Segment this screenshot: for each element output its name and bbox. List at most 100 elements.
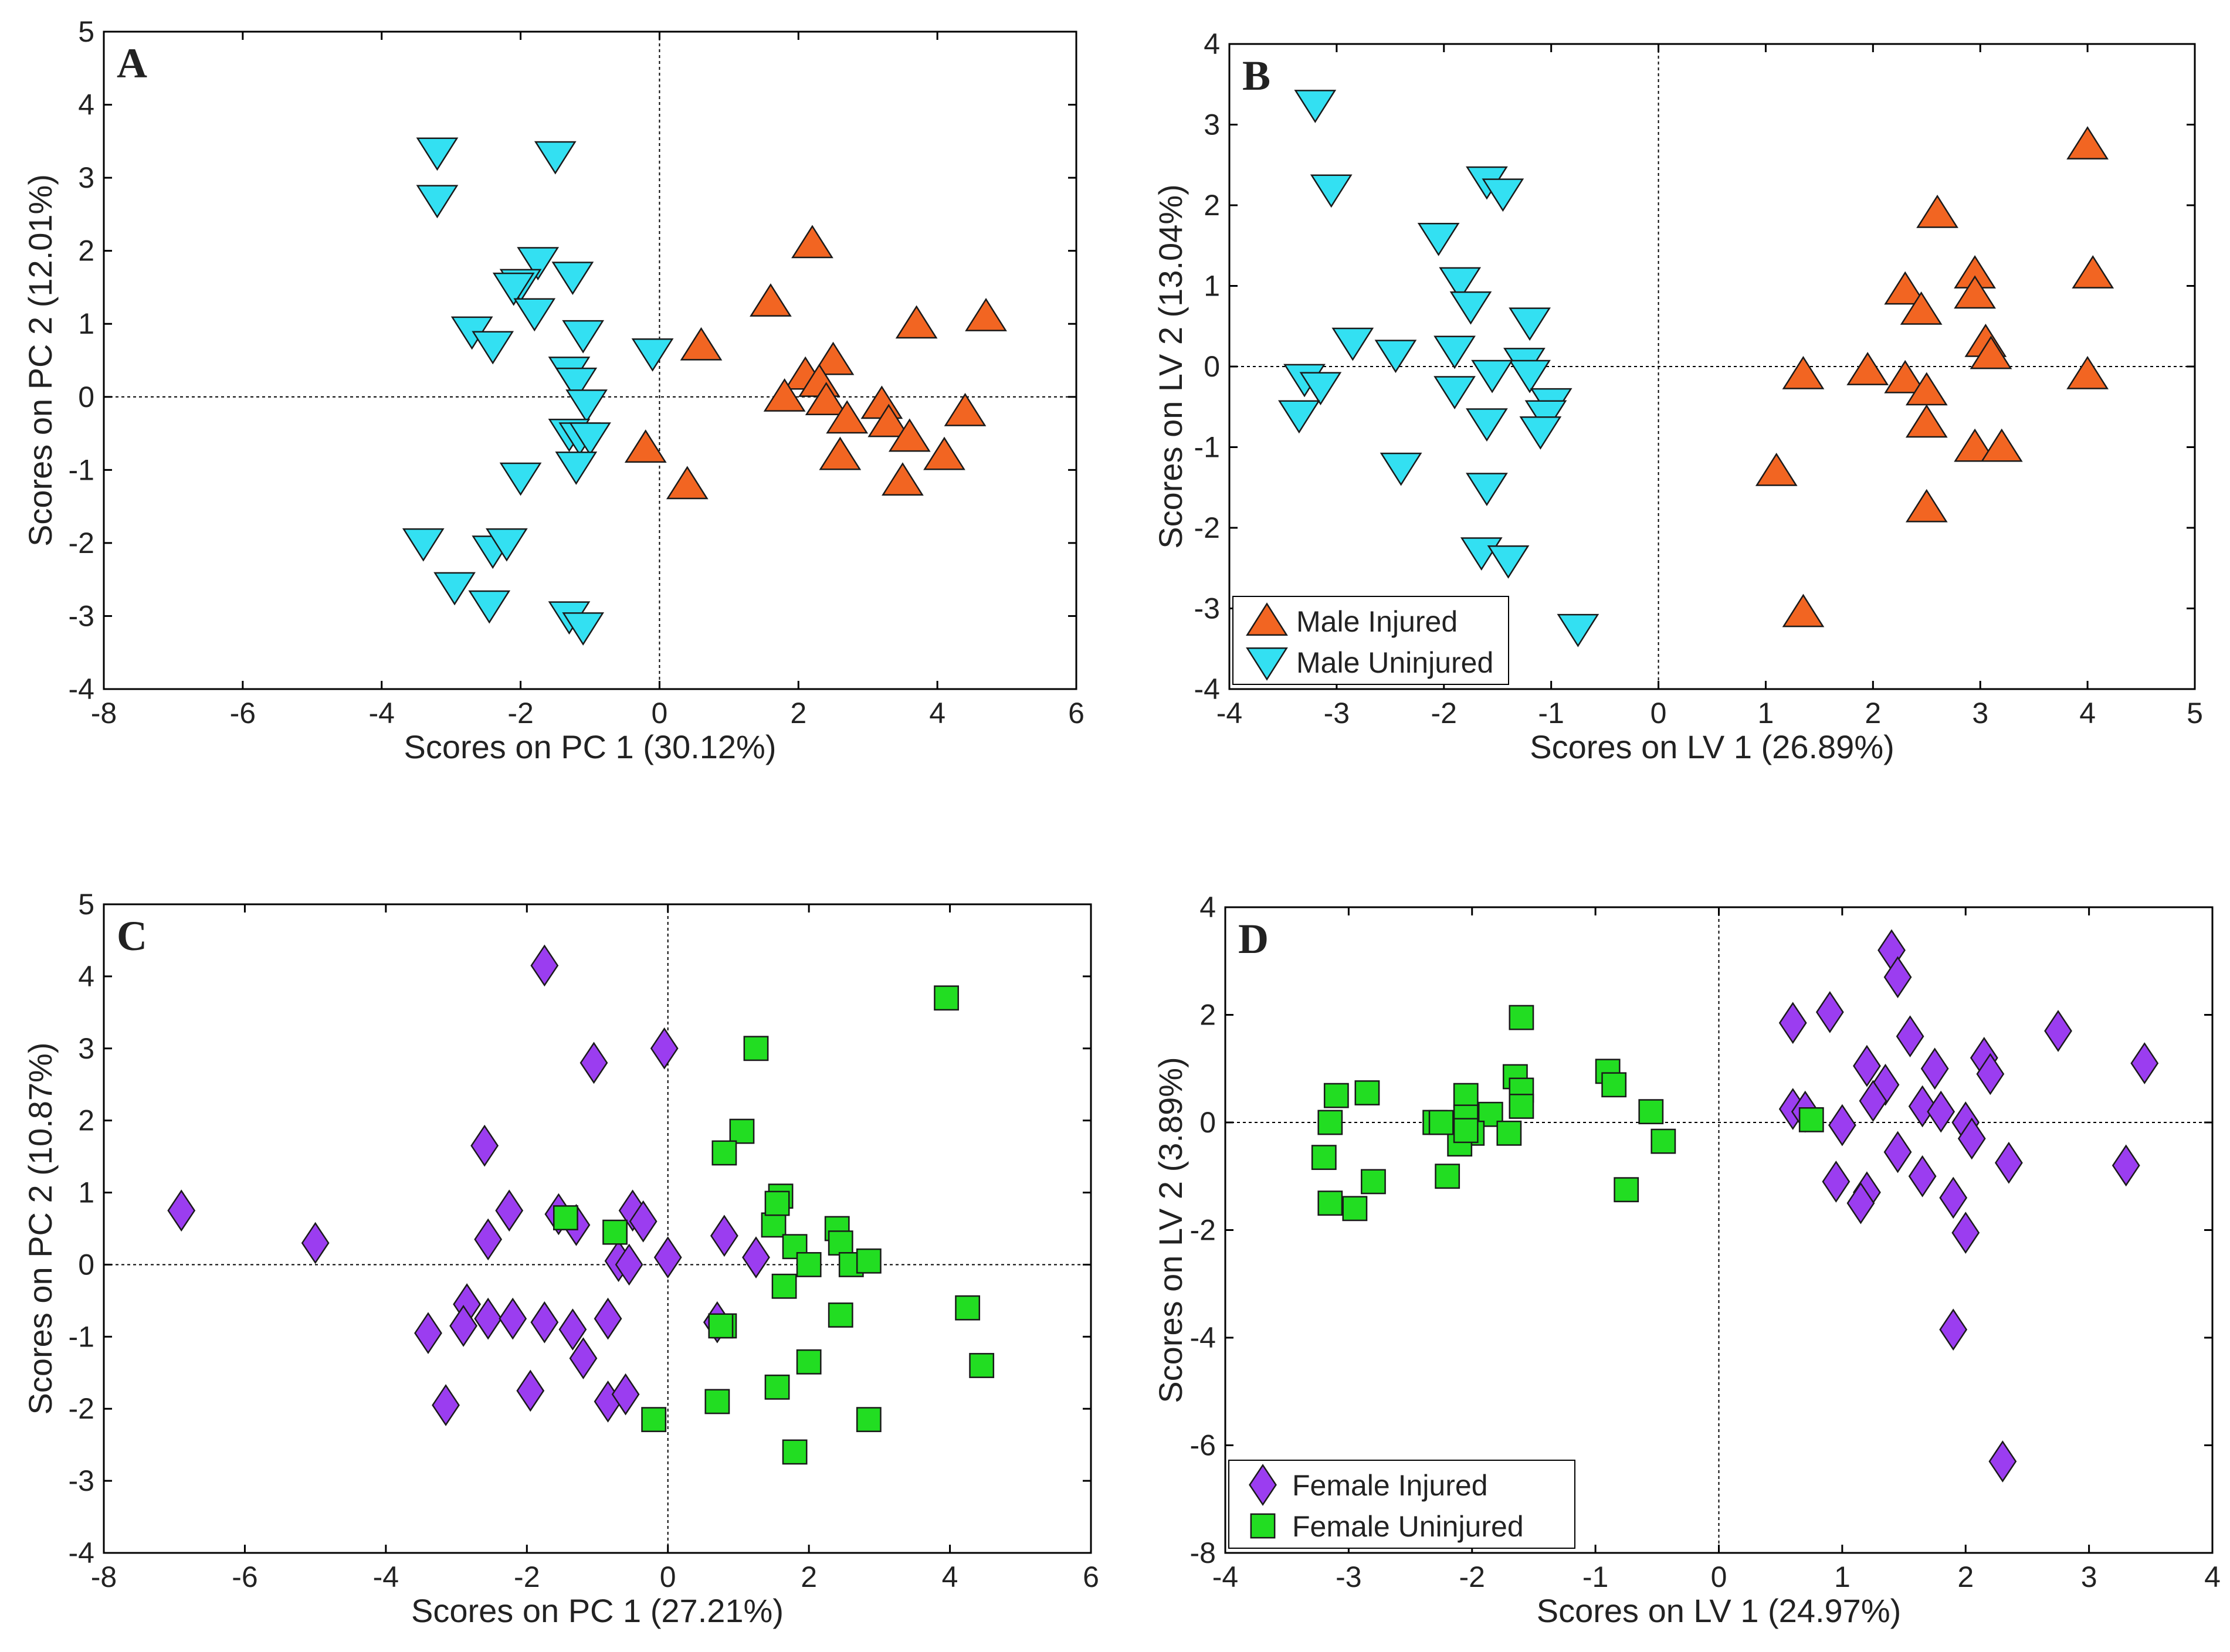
data-point xyxy=(624,429,667,463)
legend: Female Injured Female Uninjured xyxy=(1228,1460,1575,1549)
data-point xyxy=(1957,1117,1986,1160)
data-point xyxy=(882,462,924,496)
x-tick-label: 0 xyxy=(660,1561,676,1593)
x-tick-label: 5 xyxy=(2187,697,2203,730)
x-tick-label: -1 xyxy=(1538,697,1564,730)
x-tick-label: -4 xyxy=(1212,1561,1238,1593)
data-point xyxy=(1951,1212,1980,1254)
data-point xyxy=(1509,307,1551,341)
x-tick-label: -6 xyxy=(232,1561,257,1593)
data-point xyxy=(796,1252,822,1277)
data-point xyxy=(558,1308,587,1351)
data-point xyxy=(495,1189,524,1232)
data-point xyxy=(1614,1177,1639,1203)
data-point xyxy=(474,1218,503,1261)
series-female-uninjured xyxy=(1311,1005,1824,1222)
data-point xyxy=(629,1200,658,1243)
data-point xyxy=(530,1301,559,1344)
data-point xyxy=(1900,291,1943,325)
data-point xyxy=(796,1349,822,1375)
data-point xyxy=(1601,1072,1627,1098)
y-tick-label: 0 xyxy=(1204,350,1220,383)
y-tick-label: 3 xyxy=(78,1032,94,1065)
data-point xyxy=(761,1212,787,1238)
data-point xyxy=(594,1297,622,1340)
x-tick-label: -8 xyxy=(91,1561,117,1593)
data-point xyxy=(1311,1145,1337,1171)
data-point xyxy=(1905,404,1948,438)
data-point xyxy=(579,1042,608,1084)
x-tick-label: -3 xyxy=(1336,1561,1361,1593)
data-point xyxy=(1428,1110,1454,1135)
data-point xyxy=(1310,174,1353,208)
data-point xyxy=(729,1118,755,1144)
data-point xyxy=(1278,400,1320,434)
data-point xyxy=(888,418,931,452)
data-point xyxy=(449,1305,477,1347)
data-point xyxy=(1905,489,1948,523)
y-axis-label: Scores on PC 2 (12.01%) xyxy=(22,174,59,547)
data-point xyxy=(1482,178,1524,212)
x-tick-label: -2 xyxy=(1431,697,1457,730)
data-point xyxy=(764,1190,790,1216)
data-point xyxy=(782,1439,808,1465)
data-point xyxy=(499,1297,527,1340)
y-tick-label: 4 xyxy=(1199,891,1216,924)
data-point xyxy=(826,400,869,434)
data-point xyxy=(534,141,577,175)
y-tick-label: 1 xyxy=(1204,270,1220,303)
legend-label: Female Uninjured xyxy=(1292,1510,1524,1543)
data-point xyxy=(828,1230,853,1256)
y-tick-label: 0 xyxy=(1199,1106,1216,1139)
data-point xyxy=(569,422,611,456)
data-point xyxy=(1871,1063,1900,1106)
data-point xyxy=(1859,1080,1887,1122)
y-tick-label: -2 xyxy=(69,1392,94,1425)
data-point xyxy=(530,944,559,987)
data-point xyxy=(516,1369,545,1412)
y-tick-label: -2 xyxy=(69,527,94,559)
y-tick-label: 4 xyxy=(78,89,94,121)
x-tick-label: 1 xyxy=(1758,697,1774,730)
data-point xyxy=(562,320,605,354)
data-point xyxy=(615,1243,643,1286)
data-point xyxy=(856,1407,882,1433)
series-male-uninjured xyxy=(1278,90,1599,647)
y-tick-label: -3 xyxy=(1194,592,1220,625)
data-point xyxy=(666,466,709,500)
x-tick-label: -2 xyxy=(507,697,533,730)
data-point xyxy=(704,1389,730,1414)
data-point xyxy=(1509,359,1551,394)
series-male-uninjured xyxy=(402,137,674,646)
data-point xyxy=(553,1205,578,1230)
legend-marker xyxy=(1250,1513,1276,1539)
data-point xyxy=(167,1189,196,1232)
data-point xyxy=(402,528,445,562)
data-point xyxy=(1782,593,1825,627)
data-point xyxy=(432,1384,460,1426)
data-point xyxy=(1939,1308,1968,1351)
y-tick-label: -4 xyxy=(69,673,94,705)
data-point xyxy=(472,331,514,365)
data-point xyxy=(433,572,476,606)
data-point xyxy=(1317,1110,1343,1135)
y-tick-label: 4 xyxy=(1204,28,1220,60)
data-point xyxy=(1433,335,1476,369)
data-point xyxy=(819,436,862,470)
y-tick-label: -4 xyxy=(1194,673,1220,705)
data-point xyxy=(416,185,459,219)
data-point xyxy=(1976,1053,2005,1095)
data-point xyxy=(1927,1090,1956,1133)
data-point xyxy=(1970,335,2012,369)
series-female-uninjured xyxy=(553,985,995,1465)
data-point xyxy=(1846,1182,1875,1224)
data-point xyxy=(569,1337,598,1380)
data-point xyxy=(2130,1042,2159,1084)
data-point xyxy=(1323,1083,1349,1108)
y-tick-label: 2 xyxy=(78,235,94,267)
y-tick-label: -6 xyxy=(1190,1429,1216,1462)
x-tick-label: -1 xyxy=(1582,1561,1608,1593)
data-point xyxy=(710,1215,738,1257)
y-tick-label: 5 xyxy=(78,15,94,48)
data-point xyxy=(2066,356,2109,389)
